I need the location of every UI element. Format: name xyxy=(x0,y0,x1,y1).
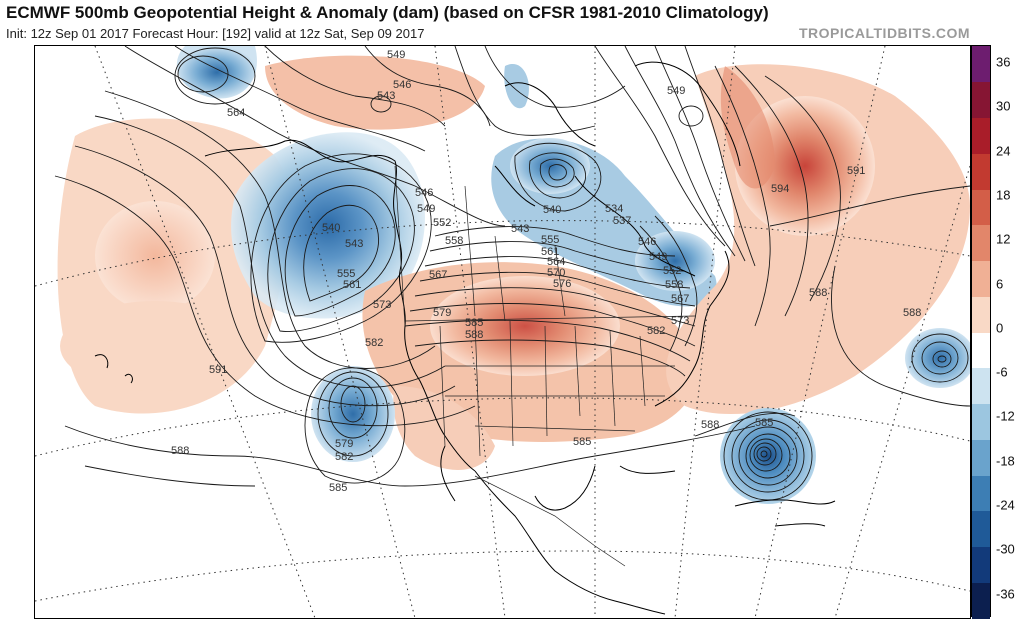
contour-label: 573 xyxy=(373,299,391,311)
colorbar-segment xyxy=(972,332,990,369)
anomaly-colorbar xyxy=(971,45,991,619)
contour-label: 558 xyxy=(445,235,463,247)
graticule xyxy=(35,46,970,618)
colorbar-segment xyxy=(972,81,990,118)
contour-label: 534 xyxy=(605,203,623,215)
colorbar-segment xyxy=(972,296,990,333)
contour-label: 537 xyxy=(613,215,631,227)
contour-label: 546 xyxy=(415,187,433,199)
brand-watermark: TROPICALTIDBITS.COM xyxy=(798,25,970,41)
colorbar-segment xyxy=(972,260,990,297)
contour-label: 561 xyxy=(343,279,361,291)
contour-label: 588 xyxy=(171,445,189,457)
contour-label: 585 xyxy=(465,317,483,329)
colorbar-tick-label: -36 xyxy=(996,586,1015,602)
colorbar-tick-label: -18 xyxy=(996,453,1015,469)
contour-label: 585 xyxy=(329,482,347,494)
contour-label: 540 xyxy=(322,222,340,234)
contour-label: 552 xyxy=(433,217,451,229)
contour-label: 588 xyxy=(809,287,827,299)
map-title: ECMWF 500mb Geopotential Height & Anomal… xyxy=(6,3,769,22)
colorbar-tick-label: -30 xyxy=(996,541,1015,557)
colorbar-segment xyxy=(972,367,990,404)
contour-label: 564 xyxy=(227,107,245,119)
contour-label: 555 xyxy=(541,234,559,246)
colorbar-segment xyxy=(972,582,990,619)
init-forecast-info: Init: 12z Sep 01 2017 Forecast Hour: [19… xyxy=(6,26,425,41)
colorbar-tick-label: 30 xyxy=(996,98,1011,114)
colorbar-segment xyxy=(972,546,990,583)
colorbar-tick-label: 6 xyxy=(996,276,1004,291)
map-canvas: 549 546 543 564 549 546 549 552 558 540 … xyxy=(35,46,970,618)
contour-label: 555 xyxy=(337,268,355,280)
colorbar-segment xyxy=(972,439,990,476)
colorbar-tick-label: 12 xyxy=(996,231,1011,247)
contour-label: 546 xyxy=(638,236,656,248)
colorbar-tick-label: -24 xyxy=(996,497,1015,513)
colorbar-segment xyxy=(972,475,990,512)
contour-label: 591 xyxy=(847,165,865,177)
colorbar-segment xyxy=(972,403,990,440)
contour-label: 570 xyxy=(547,267,565,279)
contour-label: 549 xyxy=(667,85,685,97)
colorbar-tick-label: -6 xyxy=(996,364,1008,380)
contour-label: 546 xyxy=(393,79,411,91)
coastlines xyxy=(94,61,836,615)
colorbar-tick-label: 18 xyxy=(996,187,1011,203)
colorbar-segment xyxy=(972,117,990,154)
contour-label: 549 xyxy=(387,49,405,61)
contour-label: 567 xyxy=(429,269,447,281)
contour-label: 588 xyxy=(465,329,483,341)
contour-label: 543 xyxy=(345,238,363,250)
colorbar-segment xyxy=(972,153,990,190)
contour-label: 585 xyxy=(573,436,591,448)
contour-label: 558 xyxy=(665,279,683,291)
contour-label: 561 xyxy=(541,246,559,258)
contour-label: 582 xyxy=(365,337,383,349)
contour-label: 543 xyxy=(377,90,395,102)
contour-label: 564 xyxy=(547,256,565,268)
contour-label: 552 xyxy=(663,265,681,277)
colorbar-tick-label: 24 xyxy=(996,143,1011,159)
state-borders xyxy=(394,165,696,567)
colorbar-tick-label: 36 xyxy=(996,54,1011,70)
colorbar-tick-label: -12 xyxy=(996,408,1015,424)
colorbar-segment xyxy=(972,510,990,547)
contour-label: 549 xyxy=(649,251,667,263)
contour-label: 579 xyxy=(335,438,353,450)
colorbar-segment xyxy=(972,189,990,226)
contour-label: 543 xyxy=(511,223,529,235)
contour-label: 549 xyxy=(417,203,435,215)
colorbar-segment xyxy=(972,46,990,83)
map-panel: 549 546 543 564 549 546 549 552 558 540 … xyxy=(34,45,971,619)
contour-label: 582 xyxy=(335,451,353,463)
contour-label: 567 xyxy=(671,293,689,305)
contour-labels: 549 546 543 564 549 546 549 552 558 540 … xyxy=(171,49,921,494)
contour-label: 594 xyxy=(771,183,789,195)
contour-label: 540 xyxy=(543,204,561,216)
contour-label: 582 xyxy=(647,325,665,337)
contour-label: 588 xyxy=(701,419,719,431)
contour-label: 579 xyxy=(433,307,451,319)
contour-label: 585 xyxy=(755,417,773,429)
colorbar-tick-label: 0 xyxy=(996,320,1004,336)
contour-label: 591 xyxy=(209,364,227,376)
contour-label: 588 xyxy=(903,307,921,319)
contour-label: 576 xyxy=(553,278,571,290)
colorbar-segment xyxy=(972,224,990,261)
contour-label: 573 xyxy=(671,315,689,327)
